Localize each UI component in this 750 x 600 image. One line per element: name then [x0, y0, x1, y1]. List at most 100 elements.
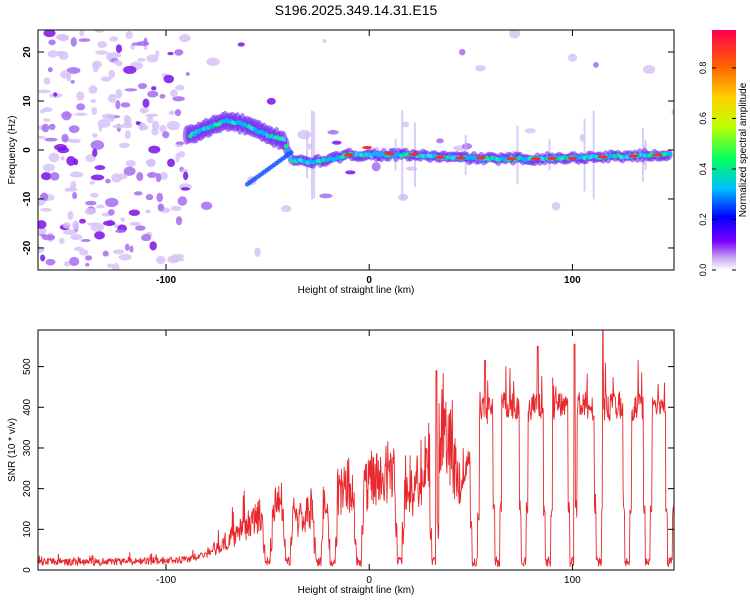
noise-blob	[133, 191, 143, 196]
noise-blob	[72, 192, 78, 200]
noise-blob	[113, 223, 118, 228]
noise-blob	[169, 89, 178, 98]
ridge-hotspot	[455, 156, 466, 160]
noise-streak	[306, 131, 309, 179]
noise-blob	[401, 121, 410, 128]
noise-blob	[105, 178, 111, 184]
noise-blob	[461, 143, 473, 150]
noise-blob	[167, 158, 176, 168]
noise-blob	[509, 30, 521, 39]
noise-blob	[167, 51, 174, 56]
noise-blob	[166, 120, 181, 131]
noise-blob	[48, 39, 56, 46]
noise-blob	[141, 110, 146, 114]
noise-blob	[85, 263, 90, 267]
noise-blob	[72, 220, 80, 230]
snr-x-ticks: -100 0 100	[156, 330, 581, 586]
noise-blob	[94, 231, 105, 240]
noise-blob	[66, 67, 81, 74]
noise-blob	[172, 96, 185, 102]
noise-blob	[48, 123, 56, 131]
noise-blob	[70, 233, 83, 241]
noise-blob	[114, 59, 119, 65]
noise-blob	[237, 42, 245, 47]
noise-blob	[136, 171, 144, 182]
ridge-hotspot	[408, 152, 419, 157]
snr-y-tick-label: 300	[22, 439, 33, 456]
noise-blob	[101, 113, 115, 120]
spectrogram-ridge	[182, 110, 673, 187]
noise-blob	[579, 134, 585, 142]
noise-blob	[120, 217, 126, 222]
noise-blob	[145, 193, 154, 201]
ridge-hotspot	[567, 156, 578, 160]
noise-blob	[129, 245, 134, 253]
noise-blob	[159, 171, 168, 181]
noise-blob	[174, 109, 182, 117]
snr-y-label: SNR (10 * v/v)	[7, 418, 18, 482]
spectrogram-y-tick-label: -20	[22, 240, 33, 255]
noise-blob	[62, 222, 71, 229]
noise-blob	[175, 84, 185, 91]
noise-blob	[183, 171, 189, 181]
noise-blob	[118, 142, 130, 149]
noise-blob	[143, 45, 148, 51]
noise-blob	[185, 72, 190, 76]
spectrogram-x-tick-label: 0	[366, 275, 372, 286]
noise-blob	[125, 115, 132, 126]
noise-blob	[112, 262, 120, 270]
noise-blob	[61, 111, 72, 121]
noise-blob	[84, 207, 97, 215]
noise-blob	[47, 67, 53, 73]
ridge-core	[283, 144, 289, 149]
spectrogram-y-ticks: -20 -10 0 10 20	[22, 46, 674, 255]
snr-series	[38, 330, 674, 568]
spectrogram-x-tick-label: -100	[156, 275, 176, 286]
noise-blob	[671, 108, 674, 116]
noise-blob	[100, 76, 112, 82]
noise-blob	[170, 205, 182, 211]
colorbar-ticks: 0.0 0.2 0.4 0.6 0.8	[698, 62, 736, 276]
colorbar: 0.0 0.2 0.4 0.6 0.8 Normalized spectral ampl…	[698, 30, 749, 276]
snr-y-tick-label: 100	[22, 521, 33, 538]
noise-blob	[128, 209, 140, 216]
noise-blob	[123, 65, 137, 75]
noise-blob	[146, 54, 159, 63]
ridge-branch	[288, 150, 294, 155]
noise-blob	[106, 263, 114, 268]
ridge-hotspot	[547, 156, 558, 160]
spectrogram-y-tick-label: -10	[22, 191, 33, 206]
noise-blob	[79, 30, 85, 37]
noise-blob	[40, 172, 52, 181]
noise-blob	[102, 250, 109, 257]
noise-blob	[319, 193, 333, 199]
noise-blob	[108, 93, 117, 104]
snr-frame	[37, 329, 675, 571]
noise-blob	[85, 200, 97, 206]
colorbar-tick-label: 0.4	[698, 163, 708, 176]
noise-blob	[98, 123, 103, 132]
noise-blob	[78, 38, 91, 42]
noise-blob	[112, 124, 125, 129]
noise-blob	[38, 135, 46, 139]
noise-blob	[159, 124, 167, 133]
noise-blob	[109, 36, 119, 42]
noise-blob	[109, 52, 122, 59]
snr-line	[38, 330, 674, 568]
noise-blob	[146, 116, 154, 124]
noise-blob	[69, 171, 84, 178]
noise-blob	[38, 198, 46, 206]
noise-blob	[167, 255, 180, 264]
noise-blob	[475, 65, 486, 72]
ridge-hotspot	[475, 156, 486, 160]
noise-blob	[331, 140, 342, 145]
ridge-core	[281, 137, 287, 142]
spectrogram-y-label: Frequency (Hz)	[7, 116, 18, 185]
noise-blob	[145, 209, 151, 214]
noise-blob	[95, 50, 108, 55]
noise-blob	[551, 201, 561, 211]
noise-blob	[91, 107, 98, 116]
noise-blob	[94, 165, 106, 171]
noise-blob	[108, 69, 115, 79]
noise-blob	[642, 64, 656, 74]
